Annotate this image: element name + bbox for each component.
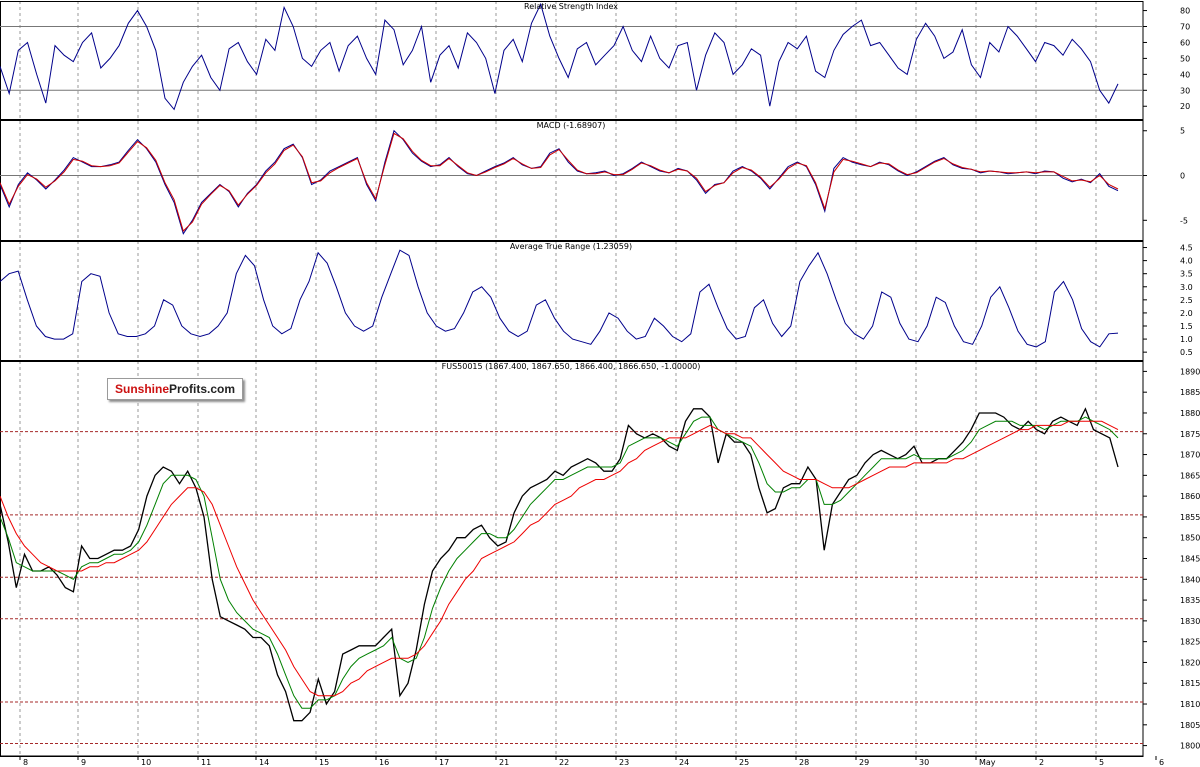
- logo-part-sunshine: Sunshine: [114, 382, 169, 396]
- y-tick-label: 1805: [1180, 721, 1200, 730]
- y-tick-label: 1800: [1180, 742, 1200, 751]
- y-tick-label: 30: [1180, 86, 1190, 95]
- y-tick-label: 50: [1180, 54, 1190, 63]
- series-line-fus50015-0: [0, 407, 1119, 722]
- y-tick-label: 1865: [1180, 471, 1200, 480]
- x-tick-label: May: [979, 758, 996, 767]
- panel-frame: [0, 361, 1144, 757]
- y-tick-label: 2.5: [1180, 296, 1193, 305]
- y-tick-label: 60: [1180, 38, 1190, 47]
- y-tick-label: 40: [1180, 70, 1190, 79]
- x-tick-label: 10: [141, 758, 151, 767]
- y-tick-label: 1890: [1180, 367, 1200, 376]
- y-tick-label: 1810: [1180, 700, 1200, 709]
- y-tick-label: 1840: [1180, 575, 1200, 584]
- y-tick-label: 1855: [1180, 513, 1200, 522]
- x-tick-label: 22: [559, 758, 569, 767]
- x-tick-label: 6: [1159, 758, 1164, 767]
- series-line-macd-1: [0, 132, 1119, 232]
- x-tick-label: 29: [859, 758, 869, 767]
- x-tick-label: 16: [379, 758, 389, 767]
- x-tick-label: 14: [259, 758, 269, 767]
- y-tick-label: 1850: [1180, 534, 1200, 543]
- y-tick-label: 3.0: [1180, 283, 1193, 292]
- y-tick-label: 0.5: [1180, 348, 1193, 357]
- y-tick-label: 1815: [1180, 679, 1200, 688]
- x-tick-label: 21: [499, 758, 509, 767]
- x-tick-label: 28: [799, 758, 809, 767]
- y-tick-label: 4.0: [1180, 257, 1193, 266]
- x-tick-label: 8: [23, 758, 28, 767]
- y-tick-label: 1880: [1180, 409, 1200, 418]
- series-line-fus50015-1: [0, 416, 1119, 709]
- y-tick-label: 1825: [1180, 638, 1200, 647]
- y-tick-label: 20: [1180, 102, 1190, 111]
- y-tick-label: 1845: [1180, 555, 1200, 564]
- x-tick-label: 17: [439, 758, 449, 767]
- y-tick-label: 1820: [1180, 658, 1200, 667]
- panel-title: Average True Range (1.23059): [510, 242, 632, 251]
- logo-part-profits: Profits.com: [169, 382, 236, 396]
- x-tick-label: 5: [1099, 758, 1104, 767]
- sunshine-profits-logo: SunshineProfits.com: [107, 378, 243, 400]
- x-tick-label: 2: [1039, 758, 1044, 767]
- panel-title: FUS50015 (1867.400, 1867.650, 1866.400, …: [442, 362, 701, 371]
- x-tick-label: 11: [201, 758, 211, 767]
- y-tick-label: 70: [1180, 23, 1190, 32]
- y-tick-label: 1.0: [1180, 335, 1193, 344]
- x-tick-label: 15: [319, 758, 329, 767]
- y-tick-label: 1885: [1180, 388, 1200, 397]
- y-tick-label: 80: [1180, 7, 1190, 16]
- y-tick-label: 4.5: [1180, 244, 1193, 253]
- y-tick-label: 3.5: [1180, 270, 1193, 279]
- y-tick-label: 2.0: [1180, 309, 1193, 318]
- x-tick-label: 23: [619, 758, 629, 767]
- y-tick-label: 5: [1180, 127, 1185, 136]
- x-tick-label: 24: [679, 758, 689, 767]
- x-tick-label: 9: [81, 758, 86, 767]
- panel-frame: [0, 241, 1144, 361]
- y-tick-label: 0: [1180, 172, 1185, 181]
- x-tick-label: 30: [919, 758, 929, 767]
- y-tick-label: 1.5: [1180, 322, 1193, 331]
- x-tick-label: 25: [739, 758, 749, 767]
- y-tick-label: 1875: [1180, 430, 1200, 439]
- series-line-relative-0: [0, 2, 1119, 111]
- y-tick-label: 1870: [1180, 451, 1200, 460]
- series-line-average-0: [0, 249, 1119, 348]
- y-tick-label: 1830: [1180, 617, 1200, 626]
- series-line-fus50015-2: [0, 420, 1119, 697]
- panel-frame: [0, 120, 1144, 241]
- series-line-macd-0: [0, 129, 1119, 235]
- y-tick-label: 1860: [1180, 492, 1200, 501]
- panel-frame: [0, 1, 1144, 120]
- y-tick-label: 1835: [1180, 596, 1200, 605]
- panel-title: MACD (-1.68907): [537, 121, 606, 130]
- panel-title: Relative Strength Index: [524, 2, 618, 11]
- y-tick-label: -5: [1180, 216, 1188, 225]
